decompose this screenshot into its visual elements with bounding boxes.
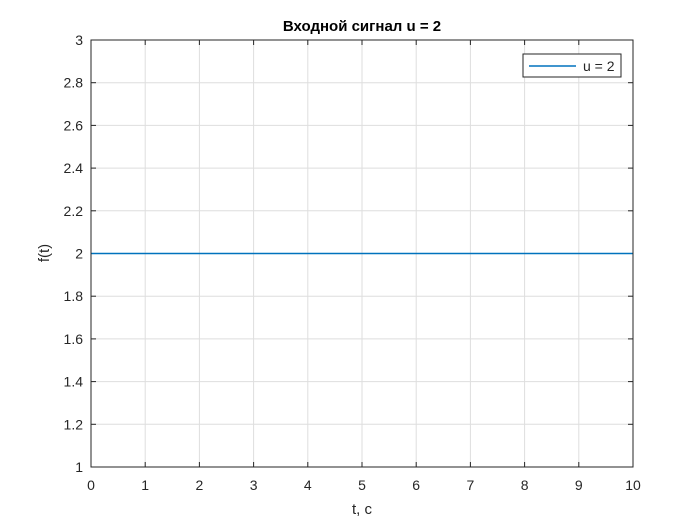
y-tick-label: 1.6 bbox=[64, 331, 84, 347]
y-tick-label: 1.2 bbox=[64, 416, 84, 432]
x-tick-label: 3 bbox=[250, 477, 258, 493]
x-tick-label: 0 bbox=[87, 477, 95, 493]
y-tick-label: 1.8 bbox=[64, 288, 84, 304]
y-tick-label: 3 bbox=[75, 32, 83, 48]
x-tick-label: 7 bbox=[467, 477, 475, 493]
x-tick-label: 4 bbox=[304, 477, 312, 493]
legend: u = 2 bbox=[522, 53, 622, 78]
x-tick-label: 8 bbox=[521, 477, 529, 493]
y-tick-label: 2.6 bbox=[64, 117, 84, 133]
x-axis-label: t, c bbox=[352, 501, 373, 518]
y-tick-label: 2 bbox=[75, 246, 83, 262]
legend-label: u = 2 bbox=[583, 58, 615, 74]
y-tick-label: 2.4 bbox=[64, 160, 84, 176]
chart-title: Входной сигнал u = 2 bbox=[283, 18, 441, 35]
x-tick-label: 9 bbox=[575, 477, 583, 493]
x-tick-label: 10 bbox=[625, 477, 641, 493]
y-axis-label: f(t) bbox=[36, 244, 53, 262]
y-tick-label: 1.4 bbox=[64, 374, 84, 390]
x-tick-label: 1 bbox=[141, 477, 149, 493]
y-tick-label: 2.8 bbox=[64, 75, 84, 91]
x-tick-label: 5 bbox=[358, 477, 366, 493]
plot-frame bbox=[90, 39, 634, 468]
y-tick-label: 2.2 bbox=[64, 203, 84, 219]
y-tick-label: 1 bbox=[75, 459, 83, 475]
x-tick-label: 6 bbox=[412, 477, 420, 493]
x-tick-label: 2 bbox=[196, 477, 204, 493]
